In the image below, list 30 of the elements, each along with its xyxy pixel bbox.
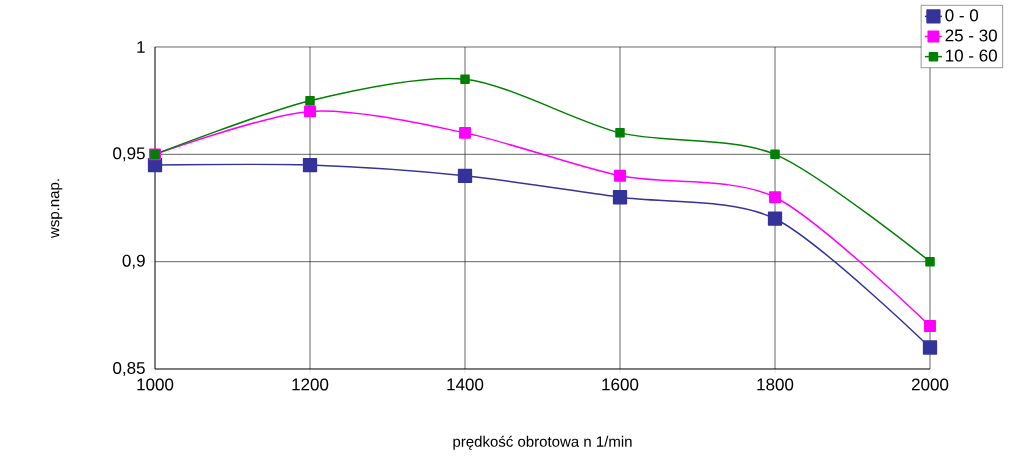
x-tick-label: 2000 (911, 378, 949, 391)
point (460, 74, 470, 84)
x-tick-label: 1800 (757, 378, 794, 391)
y-tick-label: 0,85 (113, 361, 145, 377)
x-tick-label: 1400 (447, 378, 484, 391)
point (459, 126, 471, 139)
legend-label: 25 - 30 (945, 29, 997, 42)
x-tick-label: 1000 (137, 378, 174, 391)
point (612, 190, 628, 205)
point (769, 191, 781, 204)
y-tick-label: 1 (137, 41, 145, 53)
point (925, 256, 935, 267)
point (304, 105, 316, 118)
x-tick-label: 1600 (602, 378, 639, 391)
point (615, 128, 625, 138)
legend-label: 10 - 60 (946, 49, 997, 62)
point (767, 211, 783, 226)
y-tick-label: 0,95 (113, 147, 145, 162)
point (614, 169, 626, 182)
y-tick-label: 0,9 (122, 254, 145, 269)
point (924, 320, 936, 332)
point (770, 149, 780, 160)
point (922, 340, 938, 355)
y-axis-title: wsp.nap. (51, 179, 63, 239)
point (457, 168, 473, 183)
point (305, 95, 315, 106)
x-tick-label: 1200 (292, 378, 329, 391)
legend-label: 0 - 0 (945, 9, 979, 22)
x-axis-title: prędkość obrotowa n 1/min (453, 435, 632, 450)
point (302, 157, 318, 173)
